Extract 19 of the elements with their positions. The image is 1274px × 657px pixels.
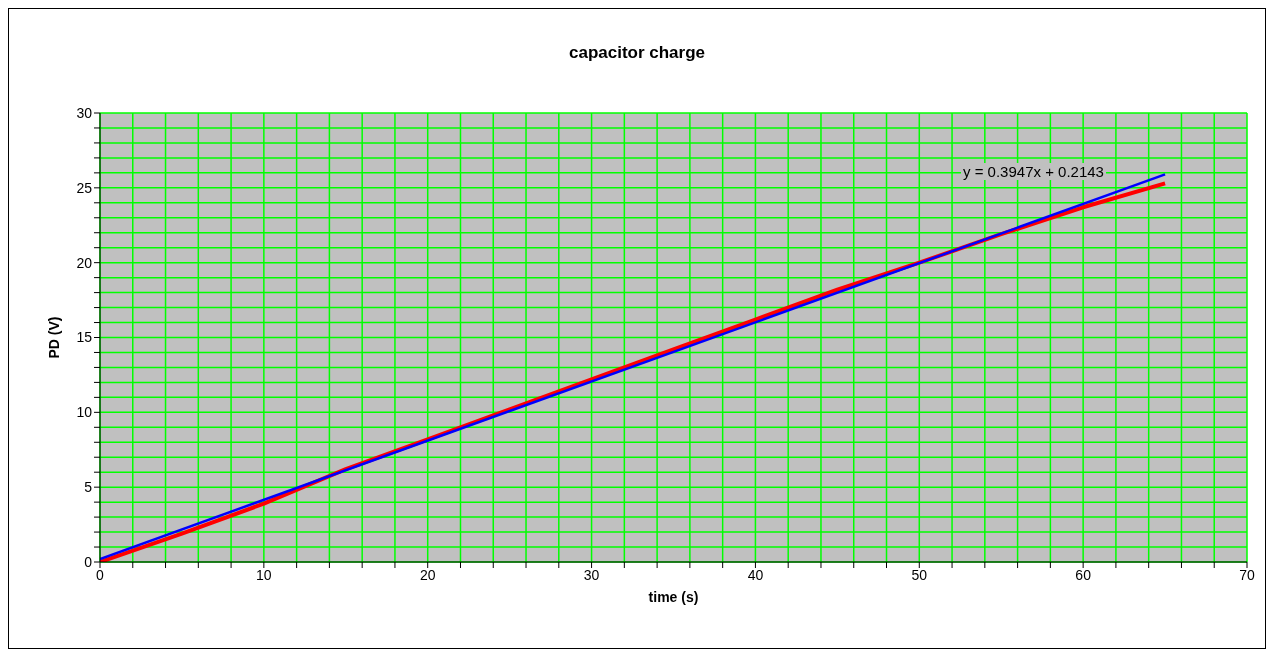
annotation: y = 0.3947x + 0.2143 bbox=[961, 163, 1106, 180]
y-tick-label: 10 bbox=[76, 404, 93, 421]
x-tick-label: 20 bbox=[419, 566, 436, 583]
y-tick-label: 25 bbox=[76, 179, 93, 196]
x-tick-label: 0 bbox=[96, 566, 105, 583]
x-tick-label: 10 bbox=[256, 566, 272, 583]
x-tick-label: 30 bbox=[583, 566, 600, 583]
y-tick-label: 5 bbox=[84, 479, 93, 496]
y-tick-label: 0 bbox=[84, 553, 93, 570]
x-tick-label: 70 bbox=[1239, 566, 1255, 583]
chart-title: capacitor charge bbox=[567, 43, 707, 63]
y-tick-label: 30 bbox=[76, 104, 93, 121]
x-axis-title: time (s) bbox=[648, 589, 699, 605]
x-tick-label: 50 bbox=[911, 566, 928, 583]
y-tick-label: 20 bbox=[76, 254, 93, 271]
x-tick-label: 40 bbox=[747, 566, 764, 583]
x-tick-label: 60 bbox=[1075, 566, 1092, 583]
y-tick-label: 15 bbox=[76, 329, 93, 346]
y-axis-title: PD (V) bbox=[45, 316, 62, 359]
